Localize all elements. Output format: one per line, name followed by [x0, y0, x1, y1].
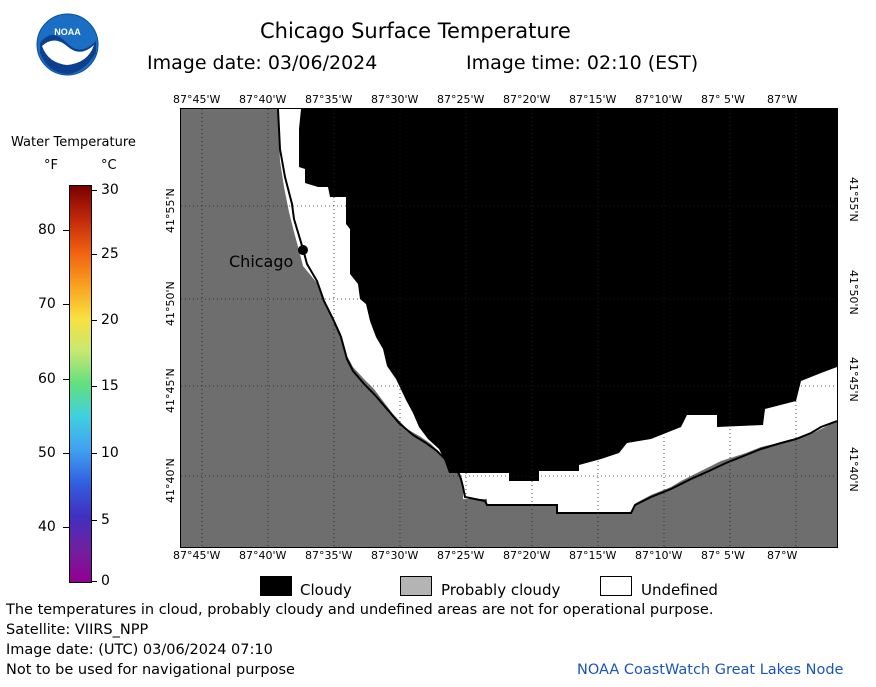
longitude-label: 87° 5'W — [701, 93, 745, 106]
scale-title: Water Temperature — [11, 135, 136, 150]
scale-tick-c: 25 — [101, 246, 119, 262]
scale-tick-f: 60 — [38, 371, 56, 387]
longitude-label: 87°W — [767, 93, 798, 106]
scale-tick-mark-c — [91, 520, 97, 521]
city-label-chicago: Chicago — [229, 252, 294, 271]
map-panel — [180, 108, 838, 548]
longitude-label: 87°40'W — [239, 93, 287, 106]
scale-tick-c: 0 — [101, 573, 110, 589]
scale-tick-mark-f — [63, 453, 69, 454]
satellite-info: Satellite: VIIRS_NPP — [6, 622, 149, 638]
longitude-label: 87°W — [767, 549, 798, 562]
scale-tick-f: 70 — [38, 296, 56, 312]
image-date-utc: Image date: (UTC) 03/06/2024 07:10 — [6, 642, 273, 658]
scale-tick-mark-f — [63, 527, 69, 528]
latitude-label: 41°45'N — [164, 368, 177, 413]
disclaimer-note: The temperatures in cloud, probably clou… — [6, 602, 714, 618]
scale-tick-mark-c — [91, 386, 97, 387]
longitude-label: 87°25'W — [437, 93, 485, 106]
navigation-warning: Not to be used for navigational purpose — [6, 662, 295, 678]
longitude-label: 87°25'W — [437, 549, 485, 562]
cloudy-area — [299, 109, 837, 481]
longitude-label: 87°45'W — [173, 549, 221, 562]
longitude-label: 87°15'W — [569, 93, 617, 106]
credit-link[interactable]: NOAA CoastWatch Great Lakes Node — [577, 662, 844, 678]
image-time: Image time: 02:10 (EST) — [466, 52, 699, 74]
latitude-label: 41°45'N — [847, 357, 860, 402]
longitude-label: 87°20'W — [503, 549, 551, 562]
legend-swatch-undefined — [600, 576, 632, 596]
legend-swatch-cloudy — [260, 576, 292, 596]
scale-tick-c: 30 — [101, 182, 119, 198]
longitude-label: 87° 5'W — [701, 549, 745, 562]
longitude-label: 87°10'W — [635, 549, 683, 562]
scale-tick-mark-f — [63, 304, 69, 305]
longitude-label: 87°15'W — [569, 549, 617, 562]
scale-tick-mark-f — [63, 230, 69, 231]
scale-tick-mark-c — [91, 320, 97, 321]
scale-tick-f: 40 — [38, 519, 56, 535]
scale-tick-mark-c — [91, 254, 97, 255]
legend-swatch-probably-cloudy — [400, 576, 432, 596]
legend-label-probably-cloudy: Probably cloudy — [441, 581, 561, 599]
noaa-logo: NOAA — [36, 13, 99, 76]
map-title: Chicago Surface Temperature — [260, 19, 571, 43]
scale-tick-mark-c — [91, 453, 97, 454]
noaa-logo-text: NOAA — [54, 27, 81, 37]
latitude-label: 41°55'N — [847, 177, 860, 222]
scale-tick-c: 20 — [101, 312, 119, 328]
longitude-label: 87°35'W — [305, 549, 353, 562]
scale-tick-mark-c — [91, 581, 97, 582]
temperature-colorbar — [69, 185, 92, 583]
latitude-label: 41°40'N — [847, 447, 860, 492]
image-date: Image date: 03/06/2024 — [147, 52, 378, 74]
latitude-label: 41°55'N — [164, 188, 177, 233]
scale-tick-c: 5 — [101, 512, 110, 528]
legend-label-cloudy: Cloudy — [300, 581, 352, 599]
longitude-label: 87°10'W — [635, 93, 683, 106]
map-grid — [181, 109, 837, 547]
longitude-label: 87°30'W — [371, 549, 419, 562]
scale-tick-mark-f — [63, 379, 69, 380]
scale-tick-f: 50 — [38, 445, 56, 461]
shoreline — [277, 109, 837, 514]
legend-label-undefined: Undefined — [641, 581, 718, 599]
latitude-label: 41°40'N — [164, 458, 177, 503]
longitude-label: 87°40'W — [239, 549, 287, 562]
scale-tick-c: 10 — [101, 445, 119, 461]
scale-tick-c: 15 — [101, 378, 119, 394]
longitude-label: 87°30'W — [371, 93, 419, 106]
scale-tick-mark-c — [91, 190, 97, 191]
longitude-label: 87°35'W — [305, 93, 353, 106]
scale-tick-f: 80 — [38, 222, 56, 238]
chicago-marker — [298, 245, 308, 255]
longitude-label: 87°45'W — [173, 93, 221, 106]
scale-unit-f: °F — [44, 158, 58, 173]
longitude-label: 87°20'W — [503, 93, 551, 106]
latitude-label: 41°50'N — [847, 270, 860, 315]
scale-unit-c: °C — [101, 158, 117, 173]
latitude-label: 41°50'N — [164, 281, 177, 326]
